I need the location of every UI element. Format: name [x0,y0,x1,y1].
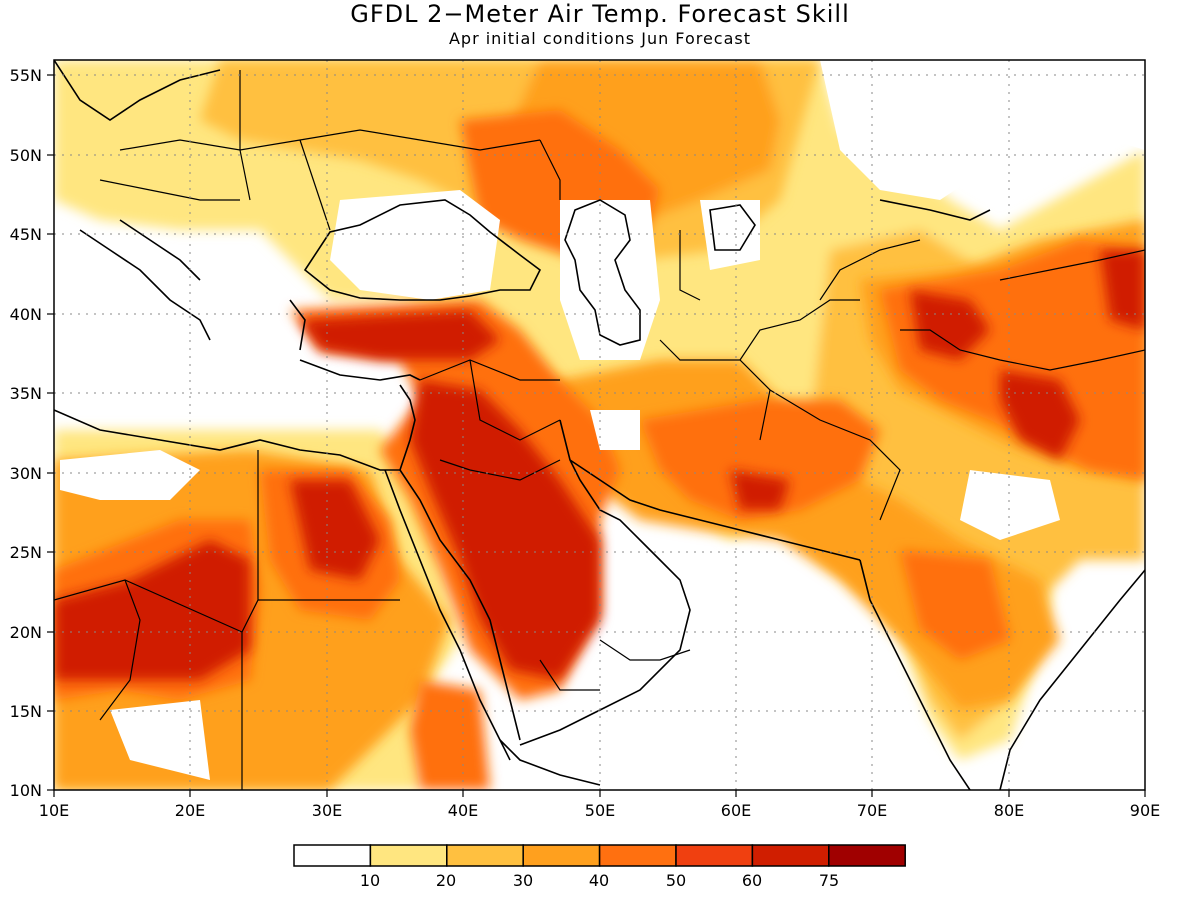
legend-color-box [293,844,372,867]
legend-color-box [828,844,906,867]
country-borders [54,70,1145,790]
y-tick-label: 15N [10,702,42,721]
legend-label: 20 [436,871,456,890]
y-tick-label: 25N [10,543,42,562]
y-tick-label: 40N [10,305,42,324]
legend-label: 10 [360,871,380,890]
axis-tick-marks [47,74,1146,797]
x-tick-label: 10E [39,801,69,820]
x-tick-label: 60E [721,801,751,820]
coastlines [54,60,1145,790]
y-tick-label: 20N [10,623,42,642]
legend-label: 40 [589,871,609,890]
legend-color-box [598,844,677,867]
legend-color-box [522,844,601,867]
legend-label: 50 [666,871,686,890]
x-tick-label: 30E [312,801,342,820]
y-tick-label: 35N [10,384,42,403]
x-axis-labels: 10E 20E 30E 40E 50E 60E 70E 80E 90E [39,801,1160,820]
x-tick-label: 80E [994,801,1024,820]
legend-color-box [675,844,754,867]
grid-lines [54,60,1145,790]
x-tick-label: 20E [175,801,205,820]
legend-color-box [446,844,524,867]
y-tick-label: 50N [10,146,42,165]
legend-label: 60 [742,871,762,890]
x-tick-label: 90E [1130,801,1160,820]
legend-color-box [751,844,830,867]
map-title: GFDL 2−Meter Air Temp. Forecast Skill [350,0,850,28]
map-subtitle: Apr initial conditions Jun Forecast [448,29,752,48]
skill-map [54,60,1145,790]
y-tick-label: 55N [10,66,42,85]
x-tick-label: 70E [857,801,887,820]
y-axis-labels: 10N 15N 20N 25N 30N 35N 40N 45N 50N 55N [10,66,42,800]
color-legend: 10 20 30 40 50 60 75 [293,844,906,890]
legend-color-box [369,844,448,867]
x-tick-label: 50E [585,801,615,820]
legend-label: 30 [513,871,533,890]
y-tick-label: 45N [10,225,42,244]
y-tick-label: 30N [10,464,42,483]
legend-labels: 10 20 30 40 50 60 75 [360,871,839,890]
y-tick-label: 10N [10,781,42,800]
legend-label: 75 [819,871,839,890]
no-skill-patches [54,60,1145,780]
skill-field-peak [54,250,1145,680]
x-tick-label: 40E [448,801,478,820]
